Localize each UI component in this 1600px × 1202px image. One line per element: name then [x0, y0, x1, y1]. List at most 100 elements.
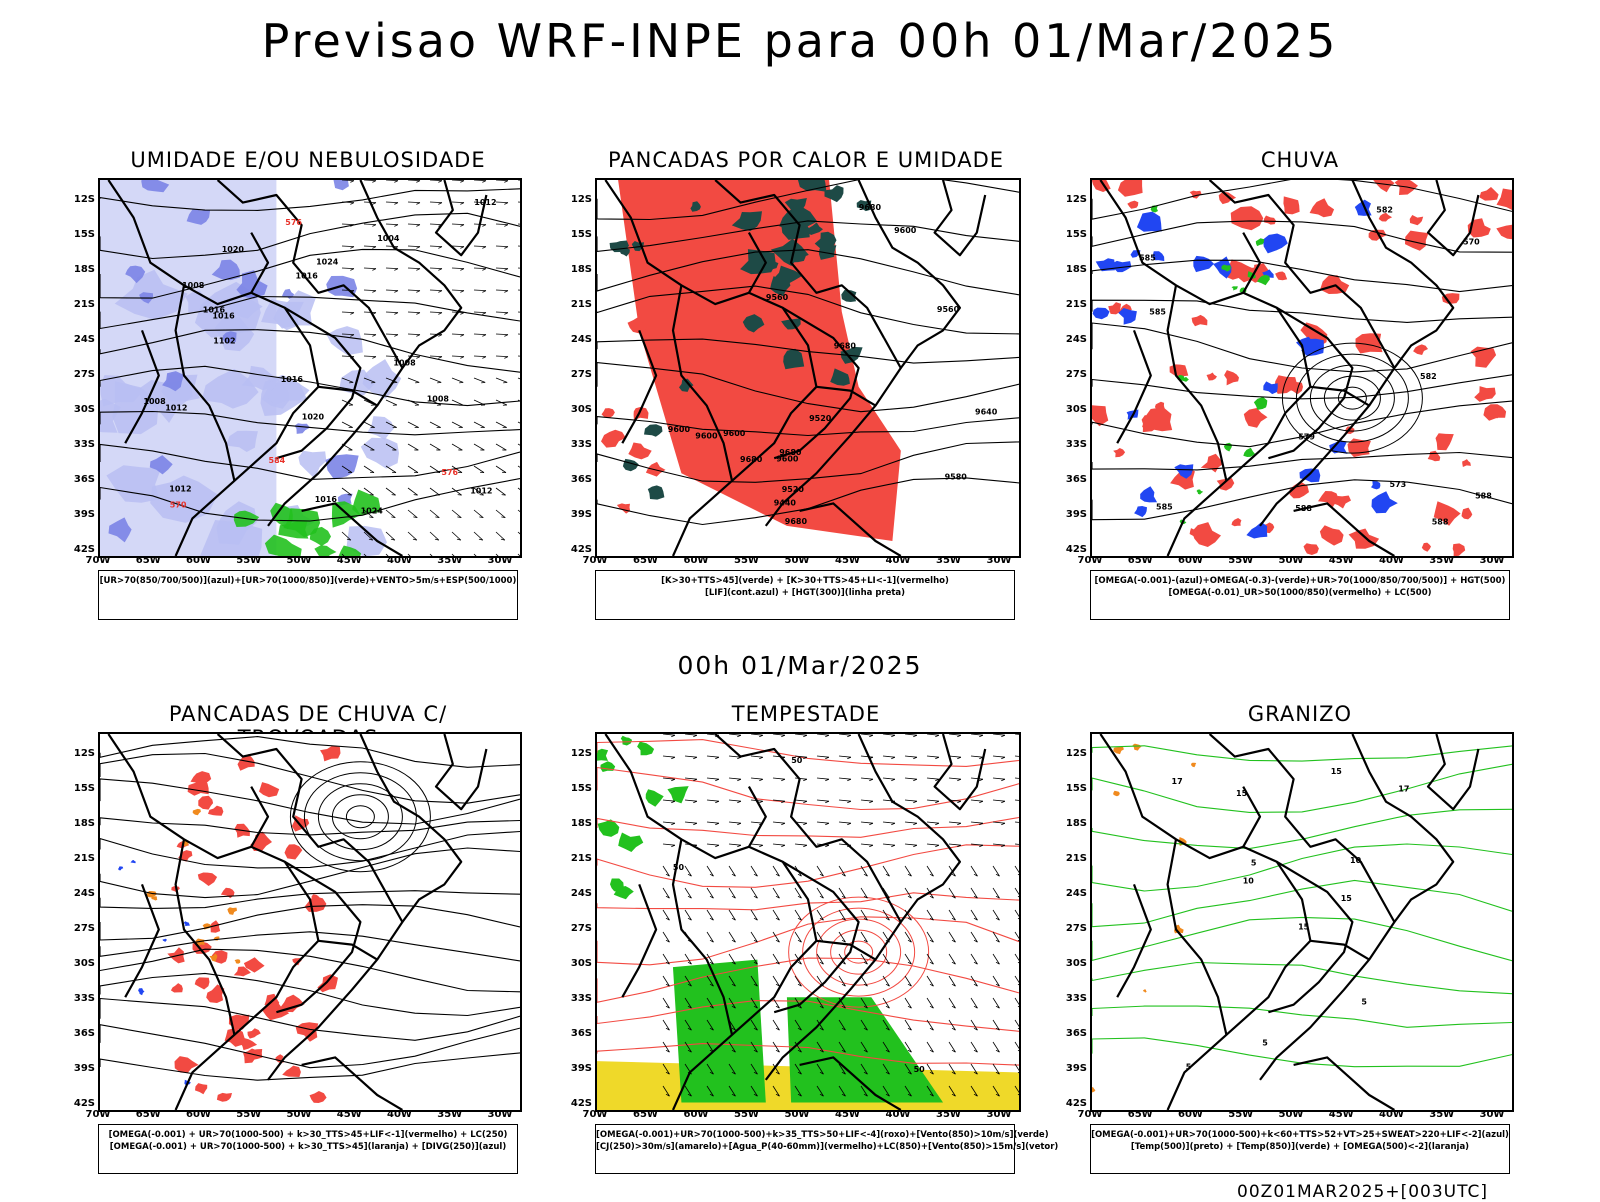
- lat-tick-label: 12S: [1061, 748, 1087, 759]
- contour-label: 1004: [377, 234, 400, 243]
- contour-label: 9680: [785, 517, 808, 526]
- panel-legend: [OMEGA(-0.001) + UR>70(1000-500) + k>30_…: [98, 1124, 518, 1174]
- panel-title: PANCADAS POR CALOR E UMIDADE: [595, 148, 1017, 172]
- contour-label: 9600: [668, 425, 691, 434]
- lon-tick-label: 55W: [731, 1109, 763, 1120]
- contour-label: 9560: [766, 293, 789, 302]
- lat-tick-label: 21S: [566, 853, 592, 864]
- panel-legend: [K>30+TTS>45](verde) + [K>30+TTS>45+LI<-…: [595, 570, 1015, 620]
- lat-tick-label: 21S: [69, 299, 95, 310]
- lon-tick-label: 70W: [1074, 555, 1106, 566]
- contour-label: 585: [1156, 503, 1173, 512]
- lat-tick-label: 30S: [69, 404, 95, 415]
- lon-tick-label: 50W: [1275, 1109, 1307, 1120]
- contour-label: 9600: [723, 429, 746, 438]
- lat-tick-label: 42S: [1061, 1098, 1087, 1109]
- contour-label: 1012: [470, 486, 492, 495]
- lon-tick-label: 60W: [183, 555, 215, 566]
- legend-line: [UR>70(850/700/500)](azul)+[UR>70(1000/8…: [99, 575, 517, 587]
- lon-tick-label: 35W: [1426, 555, 1458, 566]
- lon-tick-label: 35W: [1426, 1109, 1458, 1120]
- contour-label: 576: [285, 218, 302, 227]
- legend-line: [K>30+TTS>45](verde) + [K>30+TTS>45+LI<-…: [596, 575, 1014, 587]
- lon-tick-label: 30W: [484, 1109, 516, 1120]
- lat-tick-label: 33S: [1061, 439, 1087, 450]
- map-graphics: 1012101610161016101210161020102010241024…: [100, 180, 520, 556]
- lat-tick-label: 27S: [566, 923, 592, 934]
- lat-tick-label: 18S: [69, 818, 95, 829]
- panel-legend: [OMEGA(-0.001)-(azul)+OMEGA(-0.3)-(verde…: [1090, 570, 1510, 620]
- contour-label: 582: [1420, 372, 1437, 381]
- lat-tick-label: 21S: [1061, 299, 1087, 310]
- lon-tick-label: 50W: [781, 555, 813, 566]
- lon-tick-label: 30W: [1476, 1109, 1508, 1120]
- lon-tick-label: 30W: [1476, 555, 1508, 566]
- lat-tick-label: 42S: [566, 1098, 592, 1109]
- lat-tick-label: 15S: [69, 783, 95, 794]
- contour-label: 1008: [427, 394, 450, 403]
- lat-tick-label: 15S: [1061, 783, 1087, 794]
- contour-label: 15: [1341, 894, 1353, 903]
- lat-tick-label: 12S: [69, 194, 95, 205]
- contour-label: 5: [1251, 859, 1257, 868]
- lat-tick-label: 18S: [1061, 818, 1087, 829]
- contour-label: 9520: [809, 414, 832, 423]
- contour-label: 9600: [894, 226, 917, 235]
- contour-label: 50: [673, 863, 685, 872]
- lat-tick-label: 30S: [69, 958, 95, 969]
- lon-tick-label: 55W: [731, 555, 763, 566]
- lat-tick-label: 15S: [69, 229, 95, 240]
- lat-tick-label: 36S: [566, 1028, 592, 1039]
- contour-label: 584: [269, 456, 286, 465]
- lat-tick-label: 36S: [69, 474, 95, 485]
- lat-tick-label: 36S: [1061, 474, 1087, 485]
- center-timestamp: 00h 01/Mar/2025: [0, 651, 1600, 680]
- lon-tick-label: 70W: [82, 555, 114, 566]
- lat-tick-label: 12S: [69, 748, 95, 759]
- lat-tick-label: 39S: [566, 1063, 592, 1074]
- lat-tick-label: 39S: [1061, 1063, 1087, 1074]
- lat-tick-label: 24S: [566, 334, 592, 345]
- lon-tick-label: 40W: [882, 555, 914, 566]
- map-graphics: [100, 734, 520, 1110]
- contour-label: 1016: [315, 495, 338, 504]
- lon-tick-label: 65W: [132, 555, 164, 566]
- panel-legend: [OMEGA(-0.001)+UR>70(1000-500)+k<60+TTS>…: [1090, 1124, 1510, 1174]
- lon-tick-label: 50W: [781, 1109, 813, 1120]
- lat-tick-label: 33S: [69, 993, 95, 1004]
- lat-tick-label: 30S: [566, 958, 592, 969]
- forecast-run-tag: 00Z01MAR2025+[003UTC]: [1237, 1182, 1488, 1202]
- lon-tick-label: 30W: [983, 1109, 1015, 1120]
- contour-label: 1016: [203, 305, 226, 314]
- lat-tick-label: 24S: [1061, 334, 1087, 345]
- lon-tick-label: 45W: [832, 555, 864, 566]
- contour-label: 17: [1172, 777, 1183, 786]
- lat-tick-label: 24S: [69, 888, 95, 899]
- contour-label: 1008: [393, 358, 416, 367]
- contour-label: 1102: [213, 336, 235, 345]
- contour-label: 570: [170, 500, 187, 509]
- main-title: Previsao WRF-INPE para 00h 01/Mar/2025: [0, 14, 1600, 68]
- lat-tick-label: 12S: [566, 748, 592, 759]
- lon-tick-label: 60W: [183, 1109, 215, 1120]
- contour-label: 1016: [296, 272, 319, 281]
- lat-tick-label: 15S: [566, 229, 592, 240]
- lon-tick-label: 55W: [233, 555, 265, 566]
- lat-tick-label: 18S: [1061, 264, 1087, 275]
- legend-line: [OMEGA(-0.001)-(azul)+OMEGA(-0.3)-(verde…: [1091, 575, 1509, 587]
- legend-line: [OMEGA(-0.001) + UR>70(1000-500) + k>30_…: [99, 1129, 517, 1141]
- contour-label: 1016: [281, 375, 304, 384]
- panel-legend: [OMEGA(-0.001)+UR>70(1000-500)+k>35_TTS>…: [595, 1124, 1015, 1174]
- lat-tick-label: 42S: [566, 544, 592, 555]
- panel-title: TEMPESTADE: [595, 702, 1017, 726]
- lat-tick-label: 18S: [69, 264, 95, 275]
- lat-tick-label: 24S: [1061, 888, 1087, 899]
- contour-label: 9600: [776, 454, 799, 463]
- panel-title: UMIDADE E/OU NEBULOSIDADE: [98, 148, 518, 172]
